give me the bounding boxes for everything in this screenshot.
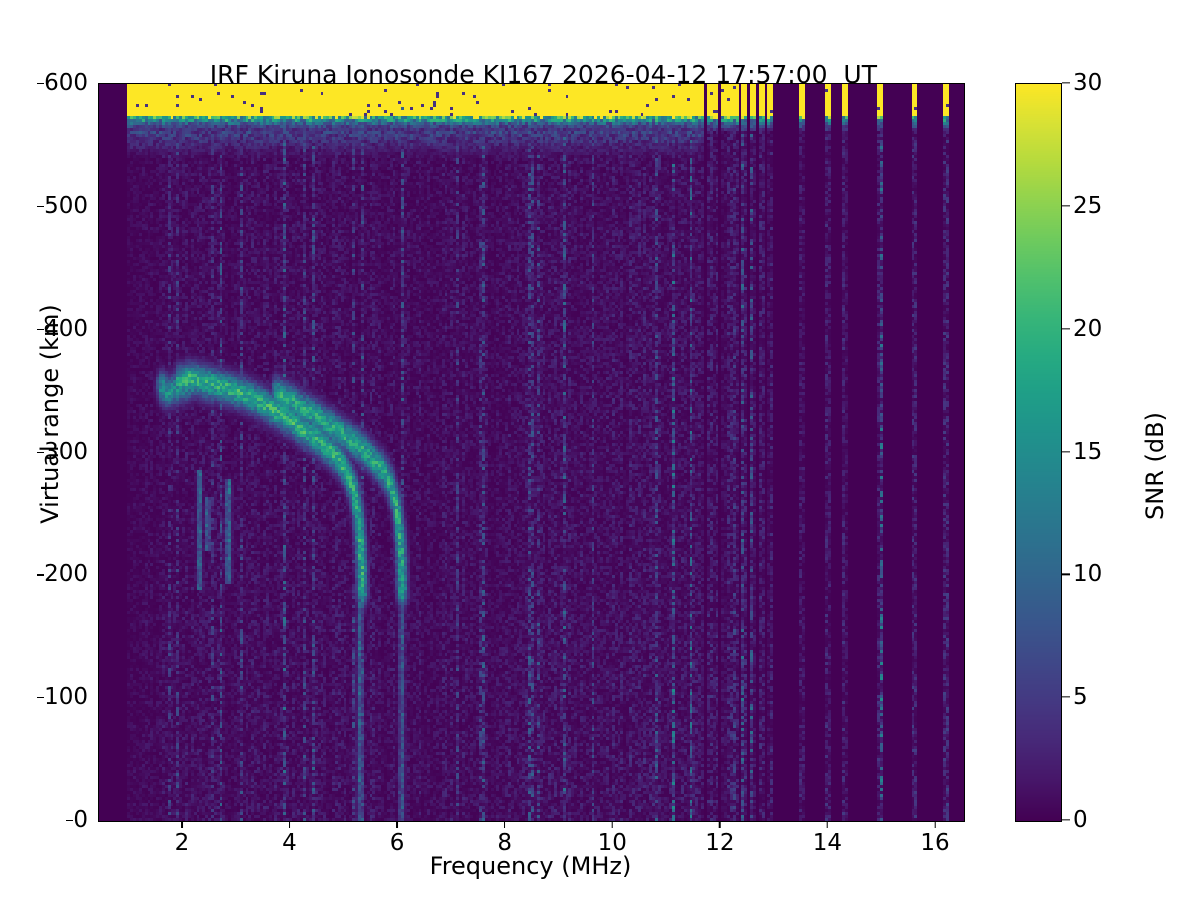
colorbar-tick-label: 10 [1062,561,1102,587]
colorbar-tick-label: 5 [1062,684,1088,710]
x-tick-mark [504,821,506,828]
y-tick-mark [37,328,45,330]
x-tick-mark [181,821,183,828]
y-tick-mark [37,451,45,453]
y-tick-mark [66,820,74,822]
y-tick-mark [37,205,45,208]
x-tick-mark [396,821,398,828]
colorbar-tick-mark [1062,450,1070,453]
ionogram-plot-area [98,83,965,822]
y-tick-label: 100 [37,684,88,710]
colorbar-tick-mark [1062,819,1070,821]
x-tick-mark [288,821,291,828]
x-tick-label: 14 [813,821,842,856]
y-tick-mark [37,574,45,576]
y-tick-label: 500 [37,193,88,219]
colorbar [1015,83,1062,822]
colorbar-tick-label: 0 [1062,807,1088,833]
y-tick-label: 600 [37,70,88,96]
colorbar-tick-mark [1062,82,1070,84]
x-tick-label: 10 [598,821,627,856]
colorbar-tick-label: 15 [1062,439,1102,465]
x-tick-label: 12 [705,821,734,856]
x-tick-mark [611,821,613,828]
colorbar-gradient [1016,84,1061,821]
y-tick-mark [37,697,45,699]
x-tick-label: 4 [282,821,297,856]
ionogram-heatmap-canvas [99,84,964,821]
colorbar-tick-mark [1062,573,1070,575]
y-axis-label: Virtual range (km) [36,304,64,524]
y-tick-mark [37,83,45,85]
x-tick-mark [719,821,721,828]
x-tick-mark [826,821,829,828]
y-tick-label: 400 [37,316,88,342]
colorbar-tick-label: 20 [1062,316,1102,342]
colorbar-tick-label: 25 [1062,193,1102,219]
x-tick-label: 8 [497,821,512,856]
colorbar-tick-mark [1062,205,1070,207]
y-tick-label: 200 [37,561,88,587]
x-tick-label: 2 [175,821,189,856]
y-tick-label: 0 [66,807,88,833]
x-axis-label: Frequency (MHz) [429,852,632,880]
colorbar-tick-mark [1062,328,1070,330]
colorbar-tick-mark [1062,696,1070,698]
colorbar-label: SNR (dB) [1141,412,1169,520]
x-tick-label: 6 [390,821,404,856]
colorbar-tick-label: 30 [1062,70,1102,96]
y-tick-label: 300 [37,439,88,465]
x-tick-label: 16 [920,821,950,856]
x-tick-mark [934,821,936,828]
